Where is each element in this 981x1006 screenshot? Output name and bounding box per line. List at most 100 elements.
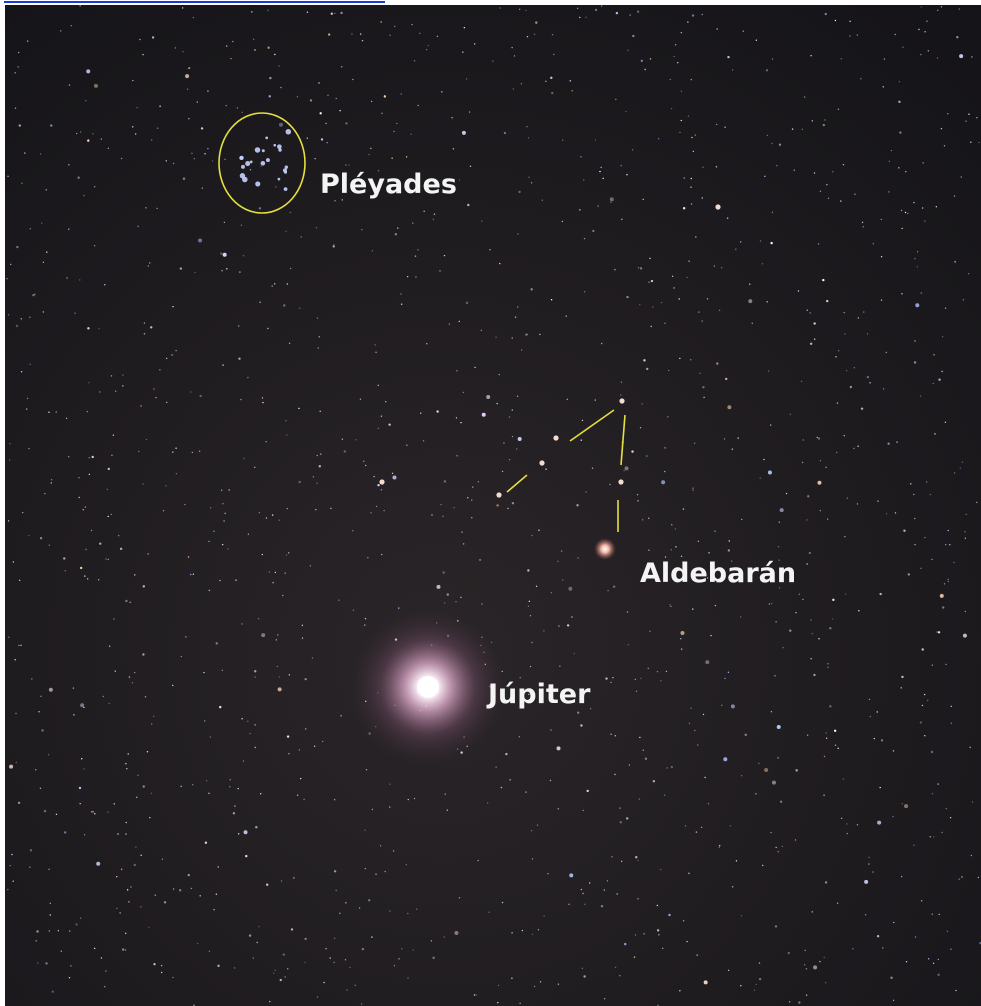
star <box>825 732 827 734</box>
star <box>265 440 267 443</box>
star <box>600 5 603 7</box>
star <box>208 589 211 592</box>
star <box>914 258 916 260</box>
star <box>949 816 952 819</box>
star <box>129 601 131 604</box>
star <box>242 176 248 183</box>
star <box>507 507 509 510</box>
star <box>842 778 845 780</box>
star <box>333 798 336 801</box>
star <box>583 237 586 240</box>
star <box>680 648 683 650</box>
star <box>627 49 629 51</box>
star <box>228 489 230 491</box>
star <box>678 298 680 300</box>
star <box>327 94 329 97</box>
star <box>267 46 270 49</box>
star <box>887 442 890 445</box>
star <box>17 66 19 68</box>
star <box>954 261 956 263</box>
star <box>315 227 318 229</box>
star <box>682 508 685 510</box>
star <box>127 753 129 755</box>
star <box>778 587 781 589</box>
star <box>894 512 897 514</box>
star <box>91 455 94 459</box>
star <box>65 417 68 420</box>
star <box>278 519 281 521</box>
star <box>190 573 192 576</box>
star <box>970 854 973 857</box>
star <box>192 16 195 19</box>
star <box>497 984 500 987</box>
star <box>562 139 564 141</box>
star <box>471 517 473 519</box>
star <box>60 950 63 952</box>
star <box>600 166 602 169</box>
star <box>703 396 705 399</box>
star <box>888 191 890 193</box>
star <box>150 326 153 329</box>
star <box>43 809 47 813</box>
star <box>824 881 828 884</box>
star <box>274 969 276 971</box>
star <box>240 224 243 226</box>
star <box>849 35 851 37</box>
star <box>381 112 383 114</box>
star <box>125 821 127 824</box>
star <box>74 312 76 314</box>
star <box>318 336 320 338</box>
star <box>442 515 444 518</box>
star <box>215 642 218 645</box>
star <box>155 396 157 399</box>
star <box>486 395 491 400</box>
star <box>806 309 809 311</box>
star <box>152 715 155 718</box>
star <box>7 520 10 522</box>
star <box>298 480 301 484</box>
star <box>224 512 226 515</box>
star <box>764 767 769 772</box>
star <box>380 489 383 491</box>
star <box>822 123 825 127</box>
star <box>619 807 621 809</box>
star <box>511 337 513 339</box>
star <box>663 794 666 796</box>
star <box>615 11 619 15</box>
star <box>959 467 962 469</box>
star <box>543 915 545 917</box>
star <box>920 567 922 570</box>
star <box>477 859 479 862</box>
star <box>807 495 810 498</box>
star <box>612 676 614 679</box>
star <box>229 786 231 788</box>
star <box>172 684 174 687</box>
star <box>261 553 264 556</box>
star <box>255 181 261 187</box>
star <box>142 483 144 485</box>
star <box>14 72 16 74</box>
star <box>465 301 469 305</box>
star <box>283 304 286 307</box>
star <box>149 816 151 819</box>
star <box>628 764 631 766</box>
star <box>113 803 115 805</box>
star <box>537 929 540 931</box>
star <box>688 722 691 725</box>
star <box>349 966 351 969</box>
star <box>619 821 623 824</box>
star <box>8 459 11 461</box>
star <box>714 530 716 532</box>
star <box>731 560 733 562</box>
star <box>132 126 134 128</box>
star <box>631 149 634 151</box>
star <box>274 571 277 574</box>
star <box>621 860 623 863</box>
star <box>277 634 279 636</box>
star <box>57 930 60 932</box>
star <box>858 610 860 612</box>
star <box>333 243 335 246</box>
star <box>254 724 256 726</box>
star <box>96 861 101 866</box>
star <box>269 1000 271 1003</box>
